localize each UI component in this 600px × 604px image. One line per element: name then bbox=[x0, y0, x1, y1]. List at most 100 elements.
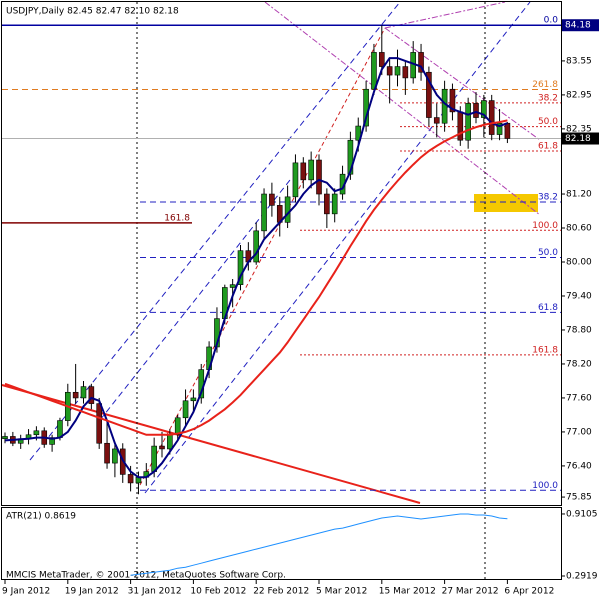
candle-body bbox=[504, 122, 511, 139]
level-label: 61.8 bbox=[538, 141, 558, 151]
candle-body bbox=[449, 88, 456, 113]
y-tick-label: 83.55 bbox=[566, 56, 592, 66]
price-marker-label: 84.18 bbox=[565, 21, 591, 31]
candle-body bbox=[33, 430, 40, 436]
y-tick-label: 82.95 bbox=[566, 90, 592, 100]
level-label: 61.8 bbox=[538, 303, 558, 313]
candle-body bbox=[269, 193, 275, 206]
channel-line bbox=[144, 1, 531, 494]
candle-body bbox=[481, 100, 487, 118]
y-tick-label: 0.9105 bbox=[566, 509, 598, 519]
y-tick-label: 81.20 bbox=[566, 190, 592, 200]
price-marker-label: 82.18 bbox=[565, 134, 591, 144]
candle-body bbox=[355, 125, 362, 141]
candle-body bbox=[418, 52, 424, 73]
candle-body bbox=[371, 52, 377, 90]
candle-body bbox=[331, 193, 338, 215]
candle-body bbox=[386, 66, 393, 76]
level-label: 261.8 bbox=[532, 80, 558, 90]
highlight-box bbox=[474, 194, 538, 212]
trend-line bbox=[384, 27, 541, 141]
candle-body bbox=[167, 434, 173, 450]
candle-body bbox=[402, 66, 409, 79]
y-tick-label: 76.40 bbox=[566, 461, 592, 471]
y-tick-label: 77.00 bbox=[566, 427, 592, 437]
trend-line bbox=[384, 1, 506, 29]
candle-body bbox=[151, 445, 157, 472]
chart-title: USDJPY,Daily 82.45 82.47 82.10 82.18 bbox=[6, 7, 179, 17]
level-label: 50.0 bbox=[538, 117, 558, 127]
candle-body bbox=[49, 437, 55, 445]
candle-body bbox=[324, 193, 330, 215]
candle-body bbox=[496, 122, 503, 135]
level-label: 100.0 bbox=[532, 221, 558, 231]
channel-line bbox=[29, 1, 401, 461]
candle-body bbox=[182, 400, 189, 419]
candle-body bbox=[96, 403, 102, 444]
candle-body bbox=[457, 111, 464, 141]
candle-body bbox=[112, 448, 118, 464]
candle-body bbox=[261, 193, 267, 232]
level-label: 100.0 bbox=[532, 481, 558, 491]
y-tick-label: 0.2919 bbox=[566, 572, 598, 582]
candle-body bbox=[488, 100, 495, 135]
level-label: 161.8 bbox=[164, 213, 190, 223]
level-label: 50.0 bbox=[538, 248, 558, 258]
x-tick-label: 22 Feb 2012 bbox=[253, 587, 309, 597]
price-marker bbox=[562, 19, 599, 32]
footer: MMCIS MetaTrader, © 2001-2012, MetaQuote… bbox=[6, 571, 286, 581]
candle-body bbox=[237, 250, 244, 285]
level-label: 0.0 bbox=[544, 16, 559, 26]
indicator-title: ATR(21) 0.8619 bbox=[6, 512, 76, 522]
candle-body bbox=[174, 417, 181, 436]
candle-body bbox=[473, 103, 479, 118]
y-tick-label: 82.35 bbox=[566, 124, 592, 134]
x-tick-label: 6 Apr 2012 bbox=[504, 587, 554, 597]
trend-line bbox=[264, 1, 541, 216]
x-tick-label: 19 Jan 2012 bbox=[65, 587, 119, 597]
atr-line bbox=[130, 513, 508, 576]
candle-body bbox=[292, 162, 299, 198]
x-tick-label: 27 Mar 2012 bbox=[442, 587, 499, 597]
candle-body bbox=[104, 442, 110, 464]
candle-body bbox=[300, 162, 307, 181]
main-panel-border bbox=[1, 1, 562, 506]
candle-body bbox=[433, 117, 440, 124]
candle-body bbox=[347, 139, 354, 175]
y-tick-label: 78.80 bbox=[566, 325, 592, 335]
level-label: 161.8 bbox=[532, 345, 558, 355]
candle-body bbox=[394, 66, 401, 76]
candle-body bbox=[72, 391, 79, 399]
indicator-panel-border bbox=[1, 507, 562, 580]
candle-body bbox=[2, 436, 8, 440]
y-tick-label: 80.00 bbox=[566, 257, 592, 267]
candle-body bbox=[159, 445, 165, 450]
channel-line bbox=[99, 179, 291, 421]
candle-body bbox=[88, 386, 95, 404]
level-label: 38.2 bbox=[538, 93, 558, 103]
y-tick-label: 75.85 bbox=[566, 493, 592, 503]
trend-line bbox=[1, 384, 421, 504]
candle-body bbox=[57, 420, 63, 438]
candle-body bbox=[441, 88, 448, 124]
y-tick-label: 79.40 bbox=[566, 291, 592, 301]
candle-body bbox=[80, 386, 87, 399]
trend-line bbox=[139, 27, 386, 486]
candle-body bbox=[465, 103, 471, 141]
drawings bbox=[1, 1, 541, 580]
candle-body bbox=[378, 52, 385, 67]
x-tick-label: 10 Feb 2012 bbox=[190, 587, 246, 597]
x-tick-label: 9 Jan 2012 bbox=[2, 587, 50, 597]
candle-body bbox=[253, 230, 259, 263]
x-tick-label: 5 Mar 2012 bbox=[316, 587, 367, 597]
moving-average bbox=[4, 57, 508, 479]
candle-body bbox=[426, 71, 432, 118]
candle-body bbox=[229, 284, 236, 288]
y-tick-label: 77.60 bbox=[566, 393, 592, 403]
level-label: 38.2 bbox=[538, 192, 558, 202]
candle-body bbox=[127, 474, 134, 484]
y-tick-label: 78.20 bbox=[566, 359, 592, 369]
moving-average bbox=[4, 119, 508, 436]
candle-body bbox=[190, 397, 197, 402]
